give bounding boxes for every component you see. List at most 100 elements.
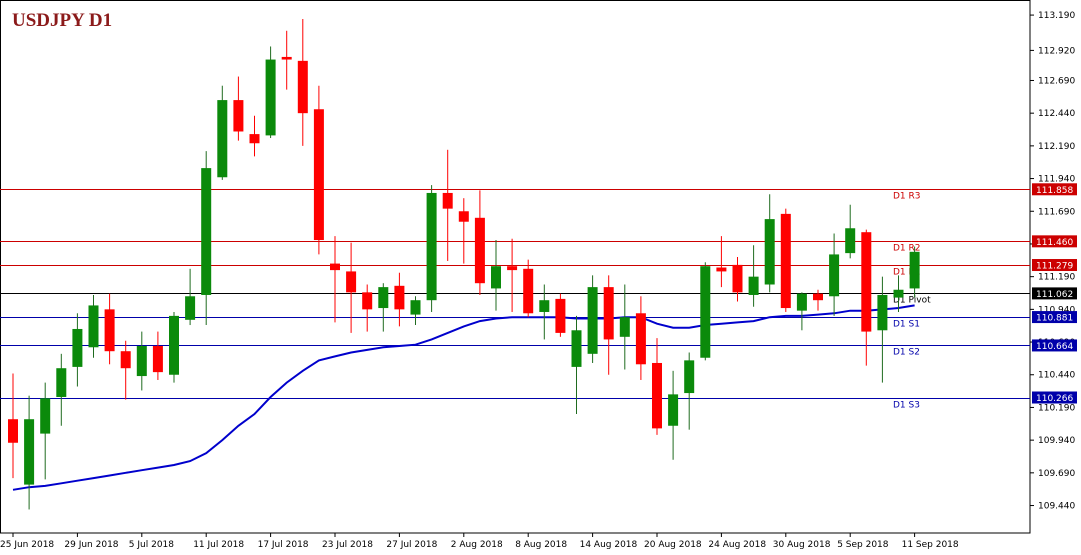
candle-body [829,254,840,297]
candle-body [523,268,534,314]
level-price-label: 110.664 [1036,342,1073,352]
level-price-tag [1032,287,1077,300]
candle-body [152,345,163,373]
level-price-tag [1032,311,1077,324]
candle-body [265,59,276,136]
candle-body [378,287,389,309]
candle-body [88,305,99,348]
candle-body [394,285,405,310]
candle-body [780,213,791,309]
candle-body [474,217,485,284]
y-tick-label: 111.190 [1038,273,1075,283]
candle-body [233,100,244,132]
candle-body [796,293,807,311]
candle-body [185,296,196,320]
candle-body [217,100,228,178]
candle-body [104,309,115,352]
x-tick-label: 23 Jul 2018 [322,540,373,550]
candle-body [24,419,35,485]
level-name-d1-r2: D1 R2 [893,244,921,254]
plot-frame [0,0,1031,534]
candle-body [8,419,18,443]
y-tick-label: 110.940 [1038,305,1075,315]
candle-body [507,266,518,271]
candle-body [668,394,679,426]
y-tick-label: 113.190 [1038,11,1075,21]
y-tick-label: 109.440 [1038,502,1075,512]
candle-body [652,362,662,429]
candle-body [491,266,501,289]
x-tick-label: 29 Jun 2018 [64,540,118,550]
x-tick-label: 27 Jul 2018 [386,540,437,550]
candle-body [619,317,630,337]
candle-body [346,271,357,293]
candle-body [169,315,179,375]
level-price-label: 111.279 [1036,262,1073,272]
y-tick-label: 111.940 [1038,175,1075,185]
y-tick-label: 112.920 [1038,46,1075,56]
y-tick-label: 110.440 [1038,371,1075,381]
x-tick-label: 14 Aug 2018 [580,540,638,550]
x-tick-label: 8 Aug 2018 [515,540,567,550]
candle-body [748,276,759,295]
level-name-d1-s1: D1 S1 [893,320,920,330]
candle-body [813,293,823,301]
candle-body [313,109,324,241]
y-tick-label: 111.690 [1038,207,1075,217]
candle-body [136,345,147,377]
level-price-tag [1032,391,1077,404]
candle-body [764,219,775,285]
moving-average-line [12,304,915,491]
candle-body [539,300,550,312]
level-price-tag [1032,183,1077,196]
candle-body [716,267,727,272]
y-tick-label: 109.940 [1038,436,1075,446]
x-tick-label: 30 Aug 2018 [773,540,831,550]
chart-title: USDJPY D1 [12,10,113,31]
level-name-d1-s3: D1 S3 [893,401,920,411]
candle-body [120,351,131,369]
level-name-d1-r3: D1 R3 [893,192,921,202]
candle-body [635,313,646,365]
candle-body [72,328,83,367]
candle-body [362,292,373,310]
candle-body [684,360,695,394]
candle-body [845,228,856,254]
candle-body [893,289,904,298]
y-tick-label: 109.690 [1038,469,1075,479]
x-tick-label: 5 Jul 2018 [129,540,174,550]
candle-body [458,211,469,222]
candle-body [587,287,598,354]
level-price-tag [1032,235,1077,248]
candle-body [700,266,711,358]
level-name-d1-s2: D1 S2 [893,348,920,358]
x-tick-label: 2 Aug 2018 [451,540,503,550]
y-tick-label: 110.190 [1038,403,1075,413]
x-tick-label: 5 Sep 2018 [837,540,889,550]
y-tick-label: 112.440 [1038,109,1075,119]
candle-body [297,60,308,114]
level-name-d1-r1: D1 R1 [893,268,921,278]
candle-body [603,287,614,340]
level-price-tag [1032,339,1077,352]
candle-body [571,330,582,367]
level-price-label: 110.881 [1036,314,1073,324]
candle-body [249,134,260,144]
candle-body [201,168,212,295]
candle-body [426,192,437,301]
x-tick-label: 11 Jul 2018 [193,540,244,550]
candle-body [909,251,920,289]
x-tick-label: 20 Aug 2018 [644,540,702,550]
y-tick-label: 112.190 [1038,142,1075,152]
x-tick-label: 24 Aug 2018 [708,540,766,550]
candle-body [40,398,51,434]
level-price-label: 111.858 [1036,186,1073,196]
x-tick-label: 11 Sep 2018 [902,540,959,550]
candle-body [442,192,453,209]
x-tick-label: 17 Jul 2018 [258,540,309,550]
level-name-d1-pivot: D1 Pivot [893,296,931,306]
y-tick-label: 112.690 [1038,76,1075,86]
candle-body [732,264,743,293]
level-price-label: 111.460 [1036,238,1073,248]
